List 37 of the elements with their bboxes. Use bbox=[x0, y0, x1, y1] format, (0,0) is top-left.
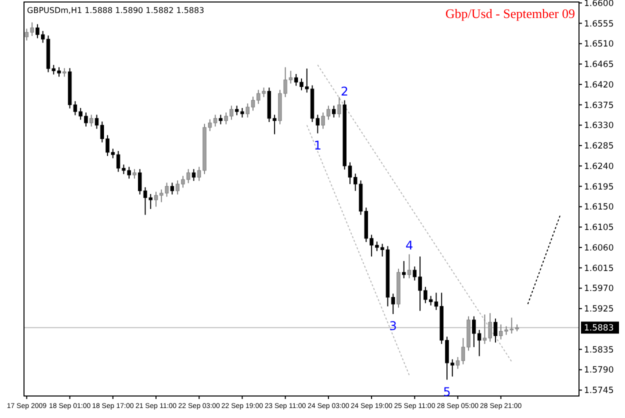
candlestick bbox=[337, 96, 342, 118]
y-tick-label: 1.6510 bbox=[584, 40, 614, 50]
annotation: 4 bbox=[405, 238, 414, 252]
y-tick-label: 1.5790 bbox=[584, 366, 614, 376]
y-tick-label: 1.6330 bbox=[584, 121, 614, 132]
candlestick bbox=[132, 168, 136, 180]
candlestick bbox=[89, 114, 94, 128]
y-tick-label: 1.5925 bbox=[584, 304, 614, 315]
candlestick bbox=[332, 105, 336, 118]
y-tick-label: 1.6420 bbox=[584, 80, 614, 90]
y-tick-label: 1.6015 bbox=[584, 264, 614, 274]
annotation: 1 bbox=[314, 138, 322, 153]
y-tick-label: 1.6150 bbox=[584, 202, 614, 213]
y-tick-label: 1.5745 bbox=[584, 386, 614, 396]
y-tick-label: 1.6555 bbox=[584, 19, 614, 30]
annotation: 2 bbox=[340, 84, 348, 98]
y-tick-label: 1.6465 bbox=[584, 60, 614, 70]
candlestick bbox=[402, 260, 406, 279]
y-tick-label: 1.6240 bbox=[584, 162, 614, 172]
annotation: 3 bbox=[389, 319, 397, 334]
chart-title: Gbp/Usd - September 09 bbox=[445, 6, 575, 21]
y-tick-label: 1.6195 bbox=[584, 182, 614, 192]
y-tick-label: 1.6285 bbox=[584, 142, 614, 152]
annotation: GBPUSDm,H1 1.5888 1.5890 1.5882 1.5883 bbox=[27, 6, 204, 15]
candlestick bbox=[407, 254, 412, 279]
candlestick bbox=[192, 168, 196, 182]
y-tick-label: 1.5835 bbox=[584, 345, 614, 356]
y-tick-label: 1.6060 bbox=[584, 243, 614, 254]
y-tick-label: 1.5970 bbox=[584, 284, 614, 294]
candlestick bbox=[218, 114, 223, 125]
ref-line-label: 1.5883 bbox=[584, 324, 614, 334]
y-tick-label: 1.6105 bbox=[584, 223, 614, 234]
candlestick bbox=[170, 182, 174, 195]
y-tick-label: 1.6375 bbox=[584, 100, 614, 111]
candlestick bbox=[494, 318, 498, 344]
annotation: 5 bbox=[443, 384, 451, 399]
y-tick-label: 1.6600 bbox=[584, 0, 614, 9]
